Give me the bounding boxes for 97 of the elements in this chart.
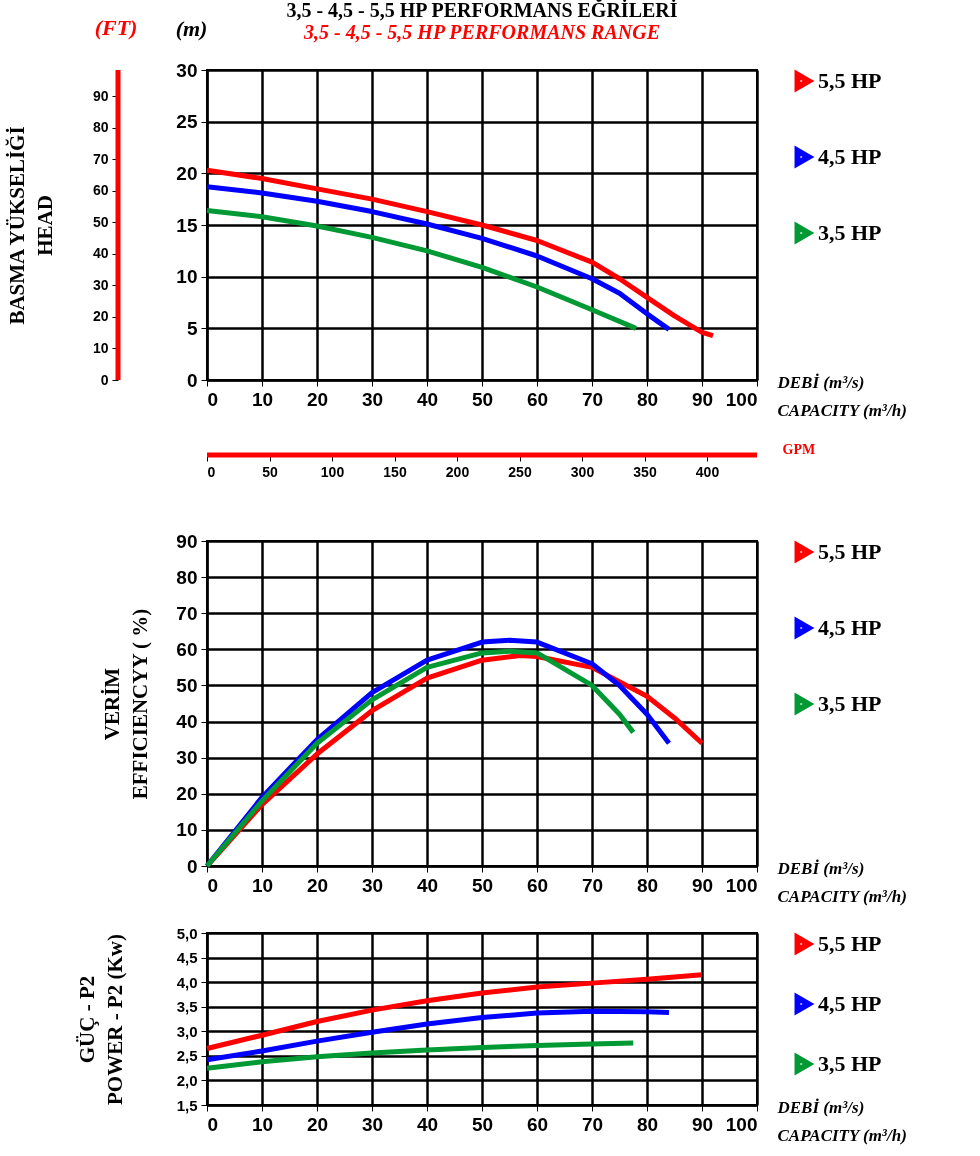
y2-tick-label: 40 [92,245,109,262]
legend-label: 3,5 HP [818,1051,882,1076]
y-axis-title: (m) [175,15,208,41]
y-tick-label: 50 [176,674,198,696]
y-tick-label: 10 [176,819,198,841]
y2-tick-label: 20 [92,308,109,325]
y-tick-label: 70 [176,602,198,624]
x-tick-label: 50 [471,388,494,410]
y-tick-label: 30 [176,747,198,769]
x-tick-label: 40 [416,1113,439,1135]
x-tick-label: 0 [207,1113,219,1135]
y-tick-label: 3,0 [176,1022,198,1040]
x2-tick-label: 100 [320,463,345,480]
legend-label: 5,5 HP [818,539,882,564]
x-tick-label: 30 [361,874,384,896]
y-tick-label: 10 [176,266,198,288]
y-tick-label: 0 [186,855,198,877]
x2-tick-label: 150 [383,463,407,480]
x-tick-label: 90 [691,874,714,896]
x-tick-label: 20 [306,1113,329,1135]
x-axis-title: DEBİ (m³/s) CAPACITY (m³/h) [776,372,907,420]
x-tick-label: 80 [636,1113,659,1135]
x-tick-label: 80 [636,874,659,896]
y-tick-label: 0 [186,369,198,391]
x-tick-label: 30 [361,388,384,410]
y2-tick-label: 60 [92,182,109,199]
y-tick-label: 2,5 [176,1047,198,1065]
x-tick-label: 100 [725,388,758,410]
legend-label: 5,5 HP [818,931,882,956]
y2-tick-label: 10 [92,340,109,356]
x-tick-label: 90 [691,1113,714,1135]
legend-label: 4,5 HP [818,991,882,1016]
y-tick-label: 60 [176,638,198,660]
y2-tick-label: 50 [92,213,109,230]
y-tick-label: 15 [176,214,198,236]
x-tick-label: 10 [251,388,274,410]
y2-tick-label: 0 [100,371,109,388]
x-tick-label: 40 [416,874,439,896]
x2-axis-title: GPM [782,441,816,457]
y-tick-label: 2,0 [176,1071,198,1089]
legend-label: 4,5 HP [818,144,882,169]
x-tick-label: 40 [416,388,439,410]
x2-tick-label: 400 [695,463,720,480]
y-tick-label: 4,5 [176,949,198,967]
y2-tick-label: 70 [92,150,109,167]
y-tick-label: 80 [176,566,198,588]
x-tick-label: 70 [581,388,604,410]
x-tick-label: 70 [581,1113,604,1135]
legend-label: 4,5 HP [818,615,882,640]
legend-label: 3,5 HP [818,220,882,245]
x-tick-label: 60 [526,874,549,896]
legend-label: 5,5 HP [818,68,882,93]
x-tick-label: 20 [306,874,329,896]
y-tick-label: 20 [176,783,198,805]
x-tick-label: 10 [251,874,274,896]
x-tick-label: 90 [691,388,714,410]
x-tick-label: 50 [471,874,494,896]
x2-tick-label: 350 [633,463,657,480]
y2-tick-label: 90 [92,87,109,104]
y2-tick-label: 80 [92,119,109,136]
legend-label: 3,5 HP [818,691,882,716]
y-tick-label: 20 [176,162,198,184]
x-tick-label: 30 [361,1113,384,1135]
chart-title: 3,5 - 4,5 - 5,5 HP PERFORMANS EĞRİLERİ [286,0,678,21]
x-tick-label: 60 [526,388,549,410]
y2-axis-title: BASMA YÜKSELİĞİ HEAD [4,126,57,325]
y2-tick-label: 30 [92,276,109,293]
x2-tick-label: 250 [508,463,532,480]
x-tick-label: 0 [207,388,219,410]
x-tick-label: 0 [207,874,219,896]
x2-tick-label: 200 [445,463,470,480]
y-tick-label: 25 [176,111,198,133]
y-axis-title: VERİM EFFICIENCYY ( %) [99,608,152,800]
x2-tick-label: 0 [207,463,216,480]
y-tick-label: 4,0 [176,973,198,991]
y-tick-label: 30 [176,59,198,81]
x-axis-title: DEBİ (m³/s) CAPACITY (m³/h) [776,858,907,906]
x-tick-label: 10 [251,1113,274,1135]
x-tick-label: 50 [471,1113,494,1135]
x-tick-label: 60 [526,1113,549,1135]
y-tick-label: 40 [176,711,198,733]
x-tick-label: 20 [306,388,329,410]
x-axis-title: DEBİ (m³/s) CAPACITY (m³/h) [776,1097,907,1145]
chart-subtitle: 3,5 - 4,5 - 5,5 HP PERFORMANS RANGE [303,21,660,43]
x-tick-label: 100 [725,874,758,896]
x-tick-label: 70 [581,874,604,896]
y-tick-label: 5,0 [176,924,198,942]
x-tick-label: 100 [725,1113,758,1135]
y-tick-label: 90 [176,530,198,552]
x-tick-label: 80 [636,388,659,410]
y-tick-label: 5 [186,317,198,339]
x2-tick-label: 300 [570,463,595,480]
x2-tick-label: 50 [262,463,278,480]
y-axis-title: GÜÇ - P2 POWER - P2 (Kw) [74,934,127,1105]
text: (FT) [94,15,138,40]
y-tick-label: 3,5 [176,998,198,1016]
y-tick-label: 1,5 [176,1096,198,1114]
